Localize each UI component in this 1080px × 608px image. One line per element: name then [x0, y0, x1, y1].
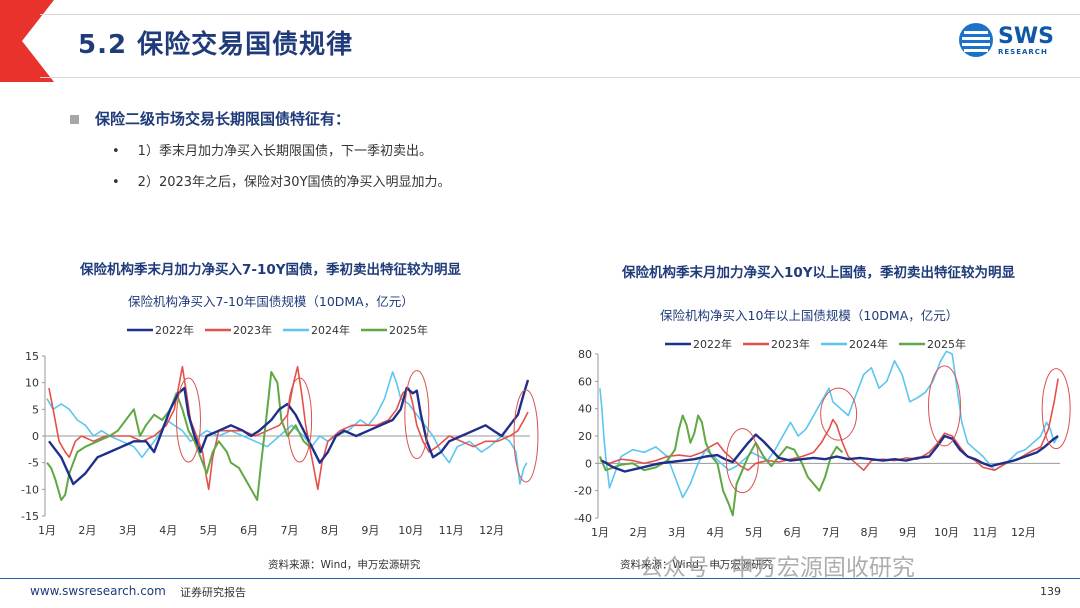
left-chart-source: 资料来源：Wind，申万宏源研究 [268, 559, 421, 571]
y-tick-label: -20 [574, 485, 592, 498]
highlight-ellipse [175, 377, 201, 463]
x-tick-label: 12月 [479, 524, 504, 537]
highlight-ellipse [725, 428, 759, 494]
left-chart: -15 -10 -5 0 5 10 15 1月 2月 3月 4月 5月 6月 7月 8月 9月 10月 11月 12… [21, 323, 539, 537]
left-chart-subtitle: 保险机构净买入7-10年国债规模（10DMA，亿元） [128, 294, 414, 309]
right-chart-source: 资料来源：Wind，申万宏源研究 [620, 559, 773, 571]
highlight-ellipse [513, 389, 539, 483]
x-tick-label: 6月 [784, 526, 802, 539]
highlight-ellipse [287, 377, 313, 463]
legend-label: 2024年 [311, 323, 350, 337]
x-tick-label: 10月 [398, 524, 423, 537]
series-line-3 [46, 371, 311, 501]
sub-point-text: 2）2023年之后，保险对30Y国债的净买入明显加力。 [137, 175, 451, 190]
watermark: 公众号 · 申万宏源固收研究 [640, 555, 915, 581]
sub-point-text: 1）季末月加力净买入长期限国债，下一季初卖出。 [137, 144, 432, 159]
x-tick-label: 4月 [159, 524, 177, 537]
y-tick-label: 60 [578, 375, 592, 388]
x-tick-label: 9月 [899, 526, 917, 539]
sws-logo: SWS RESEARCH [958, 22, 1058, 62]
series-line-1 [48, 365, 529, 491]
square-bullet-icon [70, 115, 79, 124]
page-title: 5.2 保险交易国债规律 [78, 30, 354, 60]
legend-label: 2022年 [693, 337, 732, 351]
y-tick-label: 5 [32, 403, 39, 416]
y-tick-label: -5 [28, 457, 39, 470]
y-tick-label: 40 [578, 403, 592, 416]
x-tick-label: 7月 [281, 524, 299, 537]
right-chart: -40 -20 0 20 40 60 80 1月 2月 3月 4月 5月 6月 7月 8月 9月 10月 11月 1… [574, 337, 1071, 539]
y-tick-label: -40 [574, 512, 592, 525]
legend-label: 2025年 [927, 337, 966, 351]
x-tick-label: 10月 [934, 526, 959, 539]
sws-logo-icon [959, 23, 993, 57]
series-line-0 [601, 433, 1059, 473]
x-tick-label: 2月 [630, 526, 648, 539]
x-tick-label: 4月 [707, 526, 725, 539]
y-tick-label: -10 [21, 483, 39, 496]
legend-label: 2025年 [389, 323, 428, 337]
main-point-text: 保险二级市场交易长期限国债特征有： [95, 110, 351, 128]
x-tick-label: 1月 [591, 526, 609, 539]
logo-subtext: RESEARCH [998, 48, 1048, 56]
x-tick-label: 6月 [240, 524, 258, 537]
x-tick-label: 8月 [321, 524, 339, 537]
footer-report-label: 证券研究报告 [180, 586, 246, 599]
sub-point-2: • 2）2023年之后，保险对30Y国债的净买入明显加力。 [112, 171, 451, 190]
legend-label: 2022年 [155, 323, 194, 337]
legend-label: 2024年 [849, 337, 888, 351]
x-tick-label: 11月 [973, 526, 998, 539]
bullet-dot-icon: • [112, 175, 120, 190]
series-line-2 [599, 350, 1059, 499]
x-tick-label: 8月 [861, 526, 879, 539]
x-tick-label: 1月 [38, 524, 56, 537]
highlight-ellipse [1041, 368, 1071, 450]
right-chart-title: 保险机构季末月加力净买入10Y以上国债，季初卖出特征较为明显 [622, 265, 1016, 281]
legend-label: 2023年 [233, 323, 272, 337]
page-number: 139 [1040, 585, 1061, 598]
x-tick-label: 5月 [200, 524, 218, 537]
bullet-dot-icon: • [112, 144, 120, 159]
title-band [40, 14, 1080, 78]
series-line-0 [48, 379, 530, 486]
y-tick-label: -15 [21, 510, 39, 523]
x-tick-label: 9月 [361, 524, 379, 537]
sub-point-1: • 1）季末月加力净买入长期限国债，下一季初卖出。 [112, 140, 432, 159]
y-tick-label: 10 [25, 377, 39, 390]
y-tick-label: 80 [578, 348, 592, 361]
highlight-ellipse [820, 387, 858, 441]
x-tick-label: 5月 [745, 526, 763, 539]
main-point: 保险二级市场交易长期限国债特征有： [70, 108, 350, 129]
logo-text: SWS [998, 24, 1054, 49]
x-tick-label: 12月 [1011, 526, 1036, 539]
slide-header: 5.2 保险交易国债规律 SWS RESEARCH [0, 0, 1080, 82]
y-tick-label: 20 [578, 430, 592, 443]
highlight-ellipse [928, 365, 961, 447]
y-tick-label: 15 [25, 350, 39, 363]
y-tick-label: 0 [585, 457, 592, 470]
x-tick-label: 3月 [119, 524, 137, 537]
y-tick-label: 0 [32, 430, 39, 443]
left-chart-title: 保险机构季末月加力净买入7-10Y国债，季初卖出特征较为明显 [80, 262, 462, 278]
footer-divider [0, 578, 1080, 579]
right-chart-subtitle: 保险机构净买入10年以上国债规模（10DMA，亿元） [660, 308, 959, 323]
footer-url[interactable]: www.swsresearch.com [30, 584, 166, 598]
x-tick-label: 11月 [439, 524, 464, 537]
legend-label: 2023年 [771, 337, 810, 351]
highlight-ellipse [404, 370, 430, 460]
series-line-1 [599, 378, 1059, 471]
red-wedge-decoration [0, 0, 54, 82]
x-tick-label: 7月 [822, 526, 840, 539]
x-tick-label: 2月 [78, 524, 96, 537]
x-tick-label: 3月 [668, 526, 686, 539]
series-line-3 [598, 414, 844, 517]
